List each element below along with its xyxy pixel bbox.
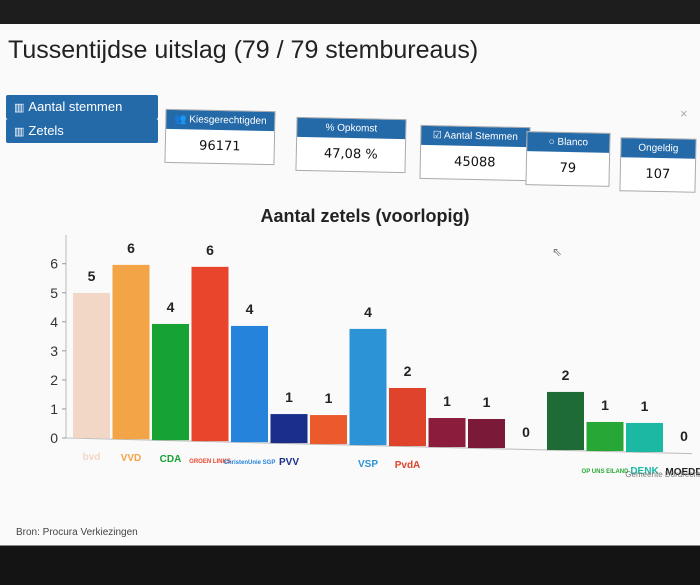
votes-button-label: Aantal stemmen: [28, 99, 123, 114]
bar-value-label: 6: [206, 242, 214, 258]
stat-card-invalid: Ongeldig 107: [619, 137, 697, 193]
stat-card-turnout: % Opkomst 47,08 %: [295, 116, 407, 174]
bar: [626, 422, 663, 452]
party-logo-label: VSP: [358, 459, 378, 470]
bar-value-label: 1: [325, 390, 333, 406]
stat-value: 79: [559, 160, 577, 177]
stat-value: 96171: [198, 138, 241, 155]
x-axis-line: [65, 437, 693, 455]
party-logo-label: GROEN LINKS: [189, 459, 231, 465]
bar-value-label: 1: [443, 393, 451, 409]
stat-value: 47,08 %: [323, 146, 378, 163]
party-logo-label: MOEDD: [665, 467, 700, 478]
screen: Tussentijdse uitslag (79 / 79 stembureau…: [0, 0, 700, 546]
y-tick-label: 5: [50, 285, 58, 301]
bar-value-label: 4: [167, 299, 175, 315]
bar: [310, 415, 347, 445]
y-tick-label: 1: [50, 401, 58, 417]
bar: [112, 264, 150, 440]
bar: [428, 418, 466, 448]
party-logo-label: VVD: [121, 453, 142, 464]
stat-label: Aantal Stemmen: [443, 130, 519, 143]
window-top-bar: [0, 0, 700, 24]
y-tick-label: 4: [50, 314, 58, 330]
bar: [231, 325, 268, 443]
stat-label: % Opkomst: [325, 122, 378, 135]
bar-value-label: 2: [562, 367, 570, 383]
stat-value: 107: [645, 166, 671, 183]
circle-icon: ○: [548, 136, 558, 148]
y-tick-label: 0: [50, 430, 58, 446]
chart-title: Aantal zetels (voorlopig): [260, 206, 470, 226]
checkbox-icon: ☑: [432, 130, 445, 142]
party-logo-label: bvd: [83, 452, 101, 463]
page-title: Tussentijdse uitslag (79 / 79 stembureau…: [8, 36, 479, 64]
seats-button[interactable]: ▥ Zetels: [6, 119, 158, 143]
y-tick-label: 2: [50, 372, 58, 388]
party-logo-label: DENK: [630, 466, 659, 477]
y-tick-label: 6: [50, 256, 58, 272]
party-logo-label: OP UNS EILAND: [582, 469, 630, 475]
party-logo-label: ChristenUnie SGP: [224, 460, 276, 466]
bar-chart-icon: ▥: [14, 102, 25, 114]
bar-value-label: 4: [246, 301, 254, 317]
bar-value-label: 0: [522, 424, 530, 440]
bar: [349, 328, 387, 446]
votes-button[interactable]: ▥ Aantal stemmen: [6, 95, 158, 119]
bar-value-label: 1: [483, 394, 491, 410]
stat-label: Ongeldig: [638, 142, 679, 155]
stat-label: Blanco: [557, 136, 589, 149]
bar-value-label: 6: [127, 240, 135, 256]
seat-chart: 0 1 2 3 4 5 6 5 6 4 6 4 1 1 4 2 1 1 0 2 1 1 0 bvd VVD CDA GROEN …: [50, 235, 700, 478]
y-tick-label: 3: [50, 343, 58, 359]
bar: [270, 414, 308, 444]
seats-button-label: Zetels: [28, 123, 64, 138]
stat-card-votes: ☑ Aantal Stemmen 45088: [419, 124, 531, 182]
stat-value: 45088: [453, 154, 496, 171]
bar-value-label: 1: [601, 397, 609, 413]
stat-card-eligible: 👥 Kiesgerechtigden 96171: [164, 108, 276, 166]
bar-value-label: 1: [285, 389, 293, 405]
bar-value-label: 1: [641, 398, 649, 414]
bar: [73, 292, 110, 439]
source-text: Bron: Procura Verkiezingen: [16, 527, 138, 538]
bar-value-label: 0: [680, 428, 688, 444]
party-logo-label: PVV: [279, 457, 299, 468]
users-icon: 👥: [173, 114, 190, 126]
bar: [586, 421, 624, 452]
bar-value-label: 2: [404, 363, 412, 379]
stat-label: Kiesgerechtigden: [189, 114, 267, 127]
mouse-cursor-icon: ⇖: [552, 245, 563, 259]
close-icon[interactable]: ×: [680, 106, 688, 121]
bar-value-label: 4: [364, 304, 372, 320]
stat-card-blank: ○ Blanco 79: [525, 131, 611, 187]
footer-municipality: Gemeente Dordrecht: [625, 470, 700, 479]
bar: [547, 391, 584, 451]
bar-chart-icon: ▥: [14, 126, 25, 138]
bar: [389, 387, 426, 447]
bar: [191, 266, 229, 442]
bar: [152, 323, 189, 441]
bar: [468, 419, 505, 449]
party-logo-label: PvdA: [395, 460, 421, 471]
bar-value-label: 5: [88, 268, 96, 284]
party-logo-label: CDA: [160, 454, 182, 465]
